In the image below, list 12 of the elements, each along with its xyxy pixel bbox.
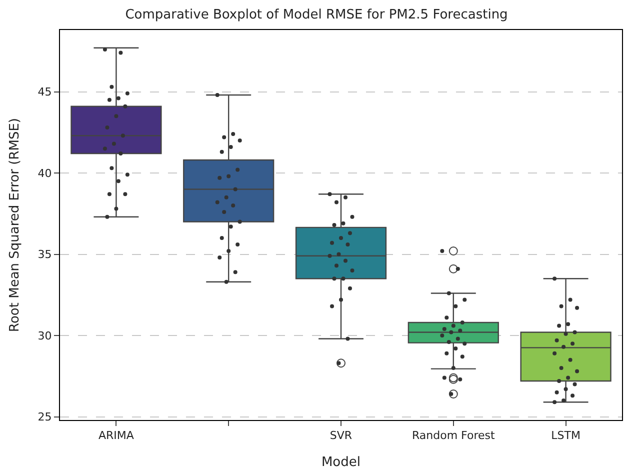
- y-tick-label: 25: [38, 410, 52, 424]
- y-tick-label: 35: [38, 248, 52, 262]
- chart-title: Comparative Boxplot of Model RMSE for PM2.5 Forecasting: [125, 8, 508, 23]
- y-axis-title: Root Mean Squared Error (RMSE): [8, 118, 23, 332]
- x-tick-label: Random Forest: [412, 429, 496, 442]
- x-tick-label: SVR: [330, 429, 352, 442]
- x-axis-title: Model: [321, 454, 361, 470]
- x-tick-label: LSTM: [551, 429, 580, 442]
- y-tick-label: 45: [38, 86, 52, 99]
- y-tick-label: 40: [38, 166, 52, 180]
- x-tick-label: ARIMA: [98, 429, 134, 442]
- y-tick-label: 30: [38, 329, 52, 342]
